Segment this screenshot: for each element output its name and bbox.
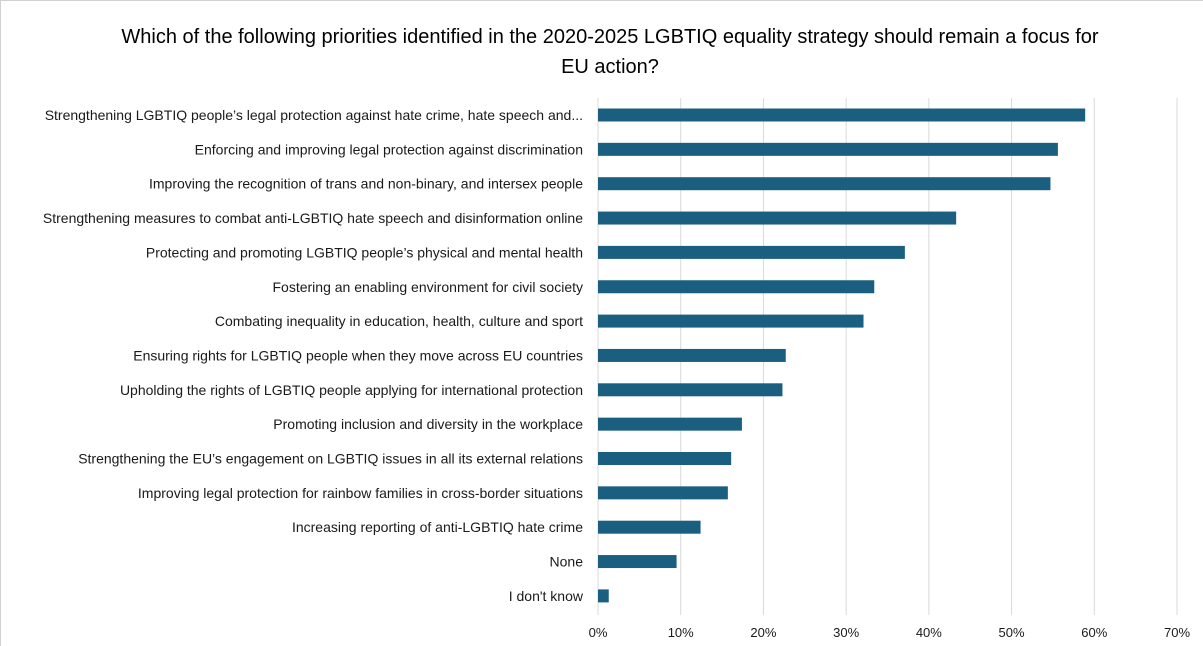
bar [598,555,677,569]
bar [598,417,742,431]
category-label: Increasing reporting of anti-LGBTIQ hate… [292,519,583,535]
x-tick-label: 20% [750,625,776,640]
x-tick-label: 60% [1081,625,1107,640]
chart-title: Which of the following priorities identi… [121,26,1099,78]
x-tick-label: 70% [1164,625,1190,640]
bar [598,314,864,328]
x-tick-label: 0% [589,625,608,640]
bar [598,245,905,259]
category-label: Ensuring rights for LGBTIQ people when t… [133,347,583,363]
bar [598,177,1051,191]
x-tick-label: 50% [999,625,1025,640]
category-label: Strengthening LGBTIQ people’s legal prot… [45,107,583,123]
x-tick-label: 40% [916,625,942,640]
category-label: Enforcing and improving legal protection… [195,141,583,157]
category-label: None [550,554,584,570]
category-label: Promoting inclusion and diversity in the… [273,416,583,432]
category-label: Combating inequality in education, healt… [215,313,583,329]
bar [598,211,957,225]
category-label: Improving legal protection for rainbow f… [138,485,583,501]
bar [598,108,1086,122]
bar [598,280,875,294]
bar [598,520,701,534]
category-label: Protecting and promoting LGBTIQ people’s… [146,244,583,260]
bar [598,383,783,397]
x-tick-label: 10% [668,625,694,640]
bar [598,589,609,603]
category-label: Upholding the rights of LGBTIQ people ap… [120,382,583,398]
x-tick-label: 30% [833,625,859,640]
category-label: Improving the recognition of trans and n… [149,176,583,192]
bar [598,486,728,500]
bar [598,142,1058,156]
category-label: Strengthening the EU’s engagement on LGB… [78,451,583,467]
bar [598,348,786,362]
category-label: Strengthening measures to combat anti-LG… [43,210,583,226]
category-label: I don't know [509,588,584,604]
category-label: Fostering an enabling environment for ci… [273,279,584,295]
bar [598,452,732,465]
